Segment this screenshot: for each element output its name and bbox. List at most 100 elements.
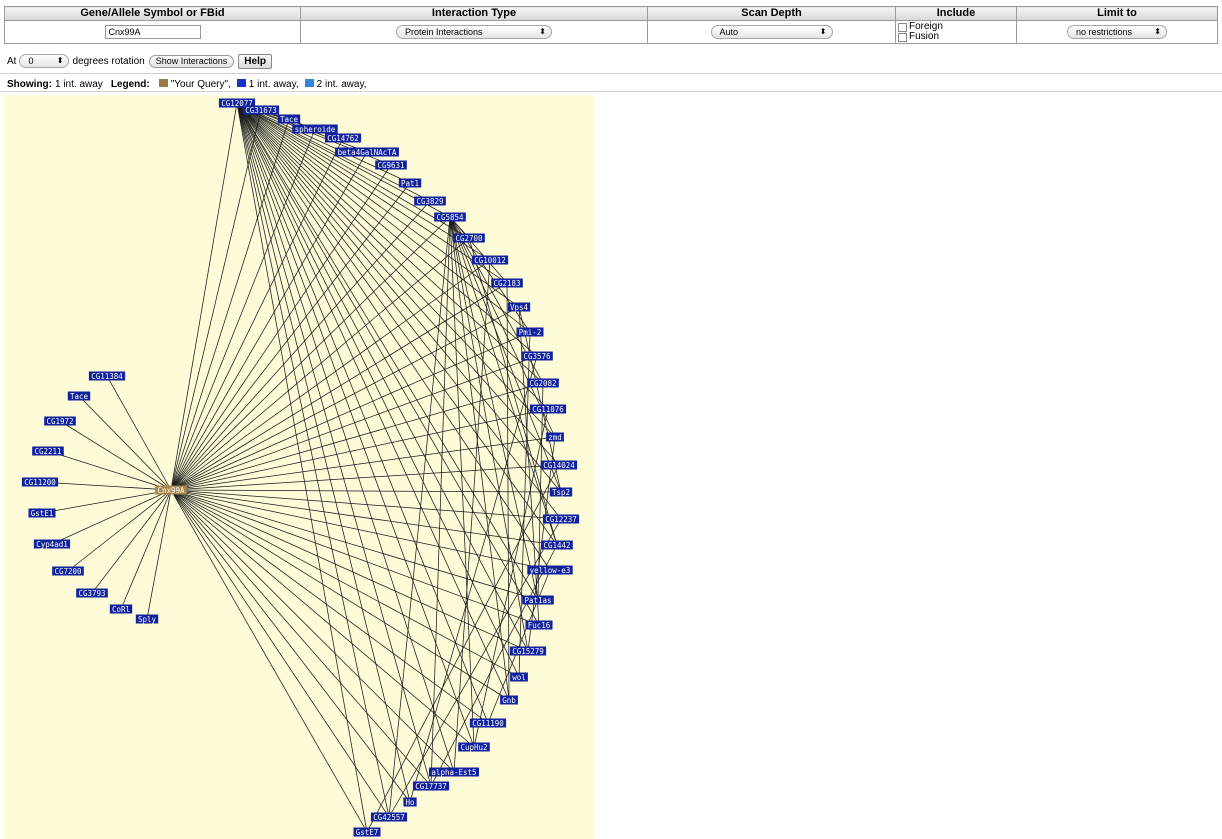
gene-node[interactable]: Ho — [403, 797, 417, 807]
gene-node[interactable]: CG1972 — [44, 416, 76, 426]
interaction-edge — [170, 151, 368, 491]
gene-node[interactable]: CG1442 — [541, 540, 573, 550]
gene-node-label: CG11200 — [24, 478, 56, 487]
scan-depth-select[interactable]: Auto ⬍ — [710, 25, 833, 39]
gene-node-box — [277, 114, 301, 124]
gene-node[interactable]: CG15279 — [509, 646, 547, 656]
gene-node[interactable]: GstE7 — [353, 827, 381, 837]
gene-node-label: CG11384 — [91, 372, 123, 381]
gene-node[interactable]: CupHu2 — [458, 742, 490, 752]
legend-label: Legend: — [110, 79, 150, 90]
gene-node[interactable]: CG2183 — [491, 278, 523, 288]
gene-node[interactable]: Cyp4ad1 — [33, 539, 71, 549]
gene-node[interactable]: CG2211 — [32, 446, 64, 456]
gene-node[interactable]: CG3576 — [521, 351, 553, 361]
gene-node-label: Pat1 — [401, 179, 419, 188]
gene-node[interactable]: Vps4 — [507, 302, 531, 312]
gene-node[interactable]: CG11384 — [88, 371, 126, 381]
gene-node[interactable]: Tsp2 — [549, 487, 573, 497]
gene-node[interactable]: beta4GalNAcTA — [335, 147, 399, 157]
interaction-edge — [91, 489, 172, 594]
gene-node[interactable]: yellow-e3 — [527, 565, 573, 575]
interaction-edge — [409, 355, 538, 803]
interaction-edge — [47, 450, 172, 491]
gene-node-label: beta4GalNAcTA — [338, 148, 397, 157]
gene-node[interactable]: CG12077 — [218, 98, 256, 108]
gene-node[interactable]: CG14024 — [540, 460, 578, 470]
gene-symbol-input[interactable] — [104, 25, 201, 39]
gene-node[interactable]: CG42557 — [370, 812, 408, 822]
gene-node-label: CG31673 — [245, 106, 277, 115]
gene-node[interactable]: Fuc16 — [525, 620, 553, 630]
gene-node[interactable]: CG14762 — [324, 133, 362, 143]
include-foreign-option[interactable]: Foreign — [898, 22, 1016, 32]
gene-node[interactable]: CG31673 — [242, 105, 280, 115]
fusion-checkbox[interactable] — [898, 32, 907, 42]
gene-node[interactable]: Pat1 — [398, 178, 422, 188]
interaction-graph-canvas[interactable]: CG11384 Tace CG1972 CG2211 CG11200 GstE1 Cyp4a… — [4, 95, 595, 839]
gene-node[interactable]: CG11076 — [529, 404, 567, 414]
search-controls: Gene/Allele Symbol or FBid Interaction T… — [4, 6, 1218, 44]
interaction-edge — [236, 102, 470, 239]
gene-node[interactable]: Pat1as — [522, 595, 554, 605]
gene-node-label: spheroide — [295, 125, 336, 134]
interaction-graph[interactable]: CG11384 Tace CG1972 CG2211 CG11200 GstE1 Cyp4a… — [4, 95, 595, 839]
gene-node[interactable]: CG5854 — [434, 212, 466, 222]
gene-node[interactable]: CG17737 — [412, 781, 450, 791]
gene-node-box — [527, 565, 573, 575]
interaction-edge — [170, 306, 520, 491]
gene-node[interactable]: CG9631 — [375, 160, 407, 170]
gene-node[interactable]: CoRl — [109, 604, 133, 614]
gene-node[interactable]: CG3829 — [414, 196, 446, 206]
interaction-edge — [170, 489, 520, 678]
gene-node-box — [434, 212, 466, 222]
rotation-prefix: At — [7, 55, 17, 67]
gene-node[interactable]: Pmi-2 — [516, 327, 544, 337]
interaction-edge — [236, 102, 558, 546]
gene-node-box — [529, 404, 567, 414]
gene-node[interactable]: CG7200 — [52, 566, 84, 576]
interaction-edge — [449, 216, 556, 438]
gene-node[interactable]: wol — [510, 672, 528, 682]
gene-node[interactable]: CG10012 — [471, 255, 509, 265]
gene-node[interactable]: Cnx99A — [155, 485, 187, 495]
interaction-edge — [170, 118, 290, 491]
gene-node[interactable]: Tace — [277, 114, 301, 124]
help-button[interactable]: Help — [238, 53, 272, 69]
gene-node[interactable]: Gnb — [500, 695, 518, 705]
rotation-degrees-select[interactable]: 0 ⬍ — [19, 54, 70, 68]
gene-node[interactable]: alpha-Est5 — [429, 767, 479, 777]
rotation-controls: At 0 ⬍ degrees rotation Show Interaction… — [7, 53, 272, 69]
gene-node-label: CG3829 — [416, 197, 443, 206]
include-fusion-option[interactable]: Fusion — [898, 32, 1016, 42]
gene-node[interactable]: CG11200 — [21, 477, 59, 487]
interaction-edge — [170, 489, 432, 787]
gene-node-box — [458, 742, 490, 752]
interaction-edge — [51, 489, 172, 545]
gene-node[interactable]: spheroide — [292, 124, 338, 134]
gene-node-box — [155, 485, 187, 495]
gene-node[interactable]: Tace — [67, 391, 91, 401]
gene-node[interactable]: CG2082 — [527, 378, 559, 388]
interaction-edge — [170, 489, 558, 546]
gene-node[interactable]: CG2700 — [453, 233, 485, 243]
interaction-edge — [59, 420, 172, 491]
gene-node[interactable]: zmd — [546, 432, 564, 442]
foreign-checkbox[interactable] — [898, 22, 907, 32]
gene-node-label: Cnx99A — [157, 486, 185, 495]
gene-node-label: CG15279 — [512, 647, 544, 656]
gene-node[interactable]: CG11190 — [469, 718, 507, 728]
show-interactions-button[interactable]: Show Interactions — [148, 54, 235, 68]
legend-item-label: 2 int. away, — [316, 79, 367, 90]
gene-node[interactable]: Sply — [135, 614, 159, 624]
interaction-type-select[interactable]: Protein Interactions ⬍ — [396, 25, 552, 39]
interaction-edge — [170, 237, 470, 491]
gene-node[interactable]: CG3793 — [76, 588, 108, 598]
gene-node[interactable]: GstE1 — [28, 508, 56, 518]
interaction-edge — [170, 408, 549, 491]
interaction-edge — [388, 216, 451, 818]
limit-to-select[interactable]: no restrictions ⬍ — [1067, 25, 1167, 39]
interaction-edge — [170, 259, 491, 491]
gene-node[interactable]: CG12237 — [542, 514, 580, 524]
gene-node-box — [44, 416, 76, 426]
